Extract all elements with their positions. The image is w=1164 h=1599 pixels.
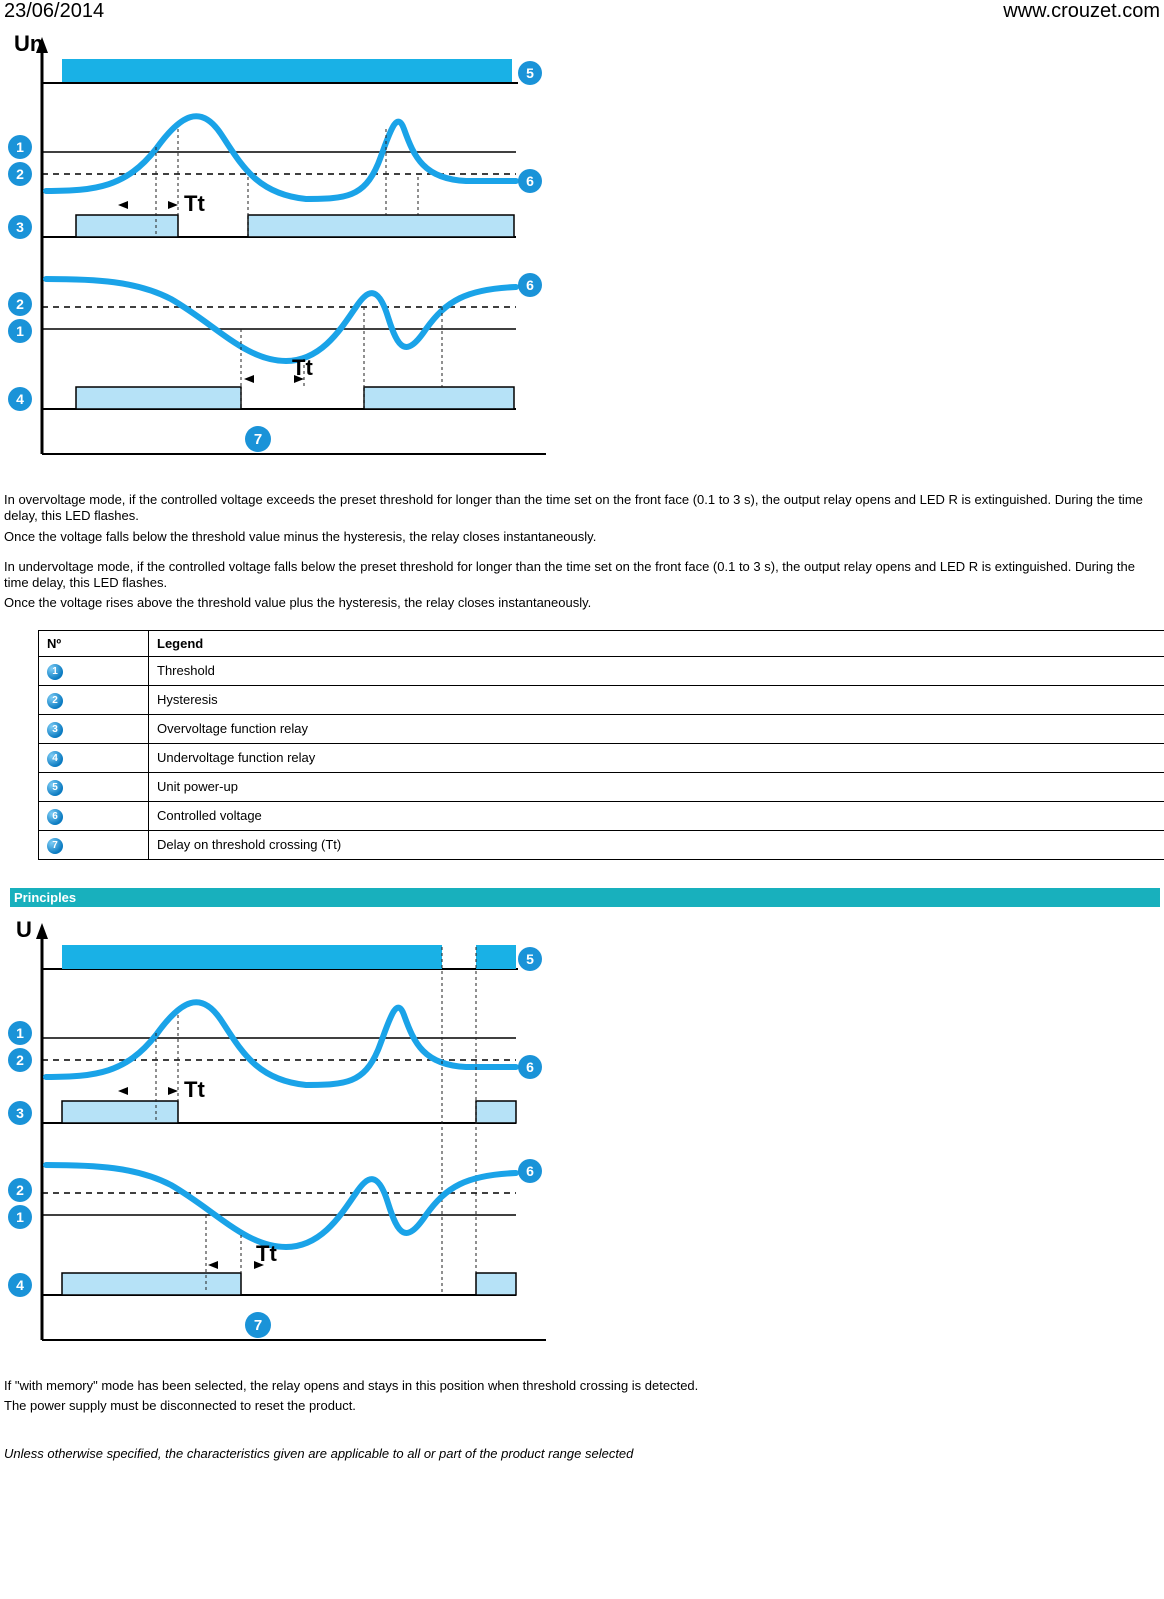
table-row: 2 Hysteresis: [39, 685, 1164, 714]
svg-text:U: U: [16, 917, 32, 942]
legend-label: Overvoltage function relay: [149, 714, 1164, 743]
svg-text:2: 2: [16, 1182, 24, 1198]
svg-text:7: 7: [254, 1317, 262, 1334]
svg-text:4: 4: [16, 391, 24, 407]
diagram-2: U Tt: [4, 911, 549, 1360]
svg-text:6: 6: [526, 173, 534, 189]
para-over-2: Once the voltage falls below the thresho…: [4, 529, 1160, 545]
table-row: 4 Undervoltage function relay: [39, 743, 1164, 772]
legend-num-icon: 6: [47, 809, 63, 825]
svg-text:1: 1: [16, 323, 24, 339]
text-block-1: In overvoltage mode, if the controlled v…: [4, 492, 1160, 612]
svg-text:Tt: Tt: [256, 1241, 277, 1266]
legend-label: Undervoltage function relay: [149, 743, 1164, 772]
legend-num-icon: 1: [47, 664, 63, 680]
legend-label: Hysteresis: [149, 685, 1164, 714]
svg-text:2: 2: [16, 296, 24, 312]
para-under-1: In undervoltage mode, if the controlled …: [4, 559, 1160, 592]
para-mem-2: The power supply must be disconnected to…: [4, 1398, 1160, 1414]
legend-col-label: Legend: [149, 630, 1164, 656]
table-row: 5 Unit power-up: [39, 772, 1164, 801]
svg-text:Un: Un: [14, 31, 43, 56]
svg-text:Tt: Tt: [292, 355, 313, 380]
legend-label: Threshold: [149, 656, 1164, 685]
svg-text:1: 1: [16, 1025, 24, 1041]
para-mem-1: If "with memory" mode has been selected,…: [4, 1378, 1160, 1394]
header-site: www.crouzet.com: [1003, 0, 1160, 23]
svg-text:Tt: Tt: [184, 1077, 205, 1102]
page-header: 23/06/2014 www.crouzet.com: [4, 0, 1160, 25]
legend-label: Delay on threshold crossing (Tt): [149, 830, 1164, 859]
table-row: 1 Threshold: [39, 656, 1164, 685]
legend-col-num: Nº: [39, 630, 149, 656]
svg-text:6: 6: [526, 1059, 534, 1075]
svg-text:5: 5: [526, 951, 534, 967]
svg-text:Tt: Tt: [184, 191, 205, 216]
legend-num-icon: 3: [47, 722, 63, 738]
svg-text:6: 6: [526, 1163, 534, 1179]
legend-table: Nº Legend 1 Threshold 2 Hysteresis 3 Overvolt…: [38, 630, 1164, 860]
legend-label: Unit power-up: [149, 772, 1164, 801]
svg-text:1: 1: [16, 139, 24, 155]
header-date: 23/06/2014: [4, 0, 104, 23]
svg-text:3: 3: [16, 1105, 24, 1121]
svg-text:1: 1: [16, 1209, 24, 1225]
text-block-2: If "with memory" mode has been selected,…: [4, 1378, 1160, 1415]
svg-text:6: 6: [526, 277, 534, 293]
svg-text:4: 4: [16, 1277, 24, 1293]
legend-num-icon: 5: [47, 780, 63, 796]
diagram-1: Un Tt: [4, 25, 549, 474]
svg-text:5: 5: [526, 65, 534, 81]
para-over-1: In overvoltage mode, if the controlled v…: [4, 492, 1160, 525]
svg-text:2: 2: [16, 166, 24, 182]
legend-num-icon: 2: [47, 693, 63, 709]
footer-note: Unless otherwise specified, the characte…: [4, 1446, 1160, 1461]
section-principles-title: Principles: [10, 888, 1160, 907]
legend-num-icon: 4: [47, 751, 63, 767]
legend-label: Controlled voltage: [149, 801, 1164, 830]
legend-num-icon: 7: [47, 838, 63, 854]
table-row: 6 Controlled voltage: [39, 801, 1164, 830]
table-row: 3 Overvoltage function relay: [39, 714, 1164, 743]
para-under-2: Once the voltage rises above the thresho…: [4, 595, 1160, 611]
svg-text:7: 7: [254, 431, 262, 448]
svg-text:2: 2: [16, 1052, 24, 1068]
svg-text:3: 3: [16, 219, 24, 235]
table-row: 7 Delay on threshold crossing (Tt): [39, 830, 1164, 859]
